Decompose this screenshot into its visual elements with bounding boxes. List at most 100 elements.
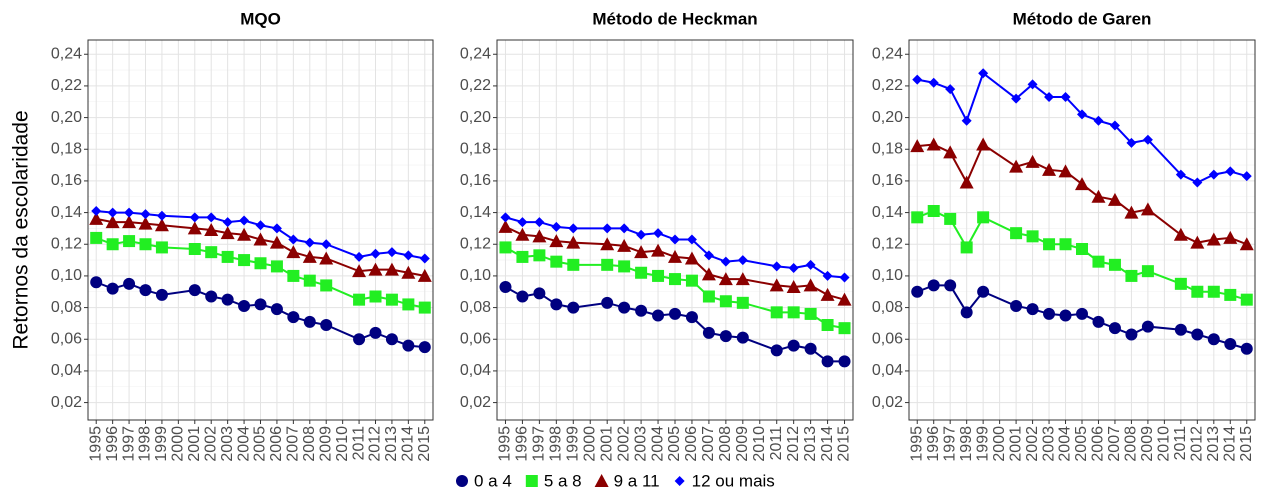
point (288, 234, 299, 245)
point (977, 211, 990, 224)
y-tick-label: 0,06 (460, 330, 491, 347)
point (139, 238, 152, 251)
point (533, 249, 546, 262)
point (1010, 300, 1023, 312)
x-tick-label: 2004 (235, 426, 252, 462)
point (1025, 154, 1040, 168)
point (1043, 238, 1056, 251)
point (418, 301, 431, 314)
y-tick-label: 0,06 (51, 330, 82, 347)
point (821, 355, 834, 368)
x-tick-label: 2009 (1139, 426, 1156, 462)
y-tick-label: 0,18 (51, 140, 82, 157)
x-tick-label: 1999 (565, 426, 582, 462)
x-tick-label: 2000 (991, 426, 1008, 462)
point (1043, 307, 1056, 320)
legend-label: 5 a 8 (544, 471, 582, 490)
point (517, 217, 528, 228)
point (271, 223, 282, 234)
x-tick-label: 1997 (941, 426, 958, 462)
x-tick-label: 2012 (785, 426, 802, 462)
point (220, 226, 235, 240)
x-tick-label: 2012 (367, 426, 384, 462)
point (976, 137, 991, 151)
y-tick-label: 0,08 (872, 299, 903, 316)
point (669, 307, 681, 320)
point (703, 250, 714, 261)
point (549, 234, 564, 248)
point (1240, 342, 1253, 355)
legend: 0 a 4 5 a 8 9 a 11 12 ou mais (456, 471, 775, 490)
point (736, 331, 749, 344)
y-tick-label: 0,20 (460, 109, 491, 126)
x-tick-label: 2015 (1238, 426, 1255, 462)
point (499, 281, 512, 293)
point (321, 239, 332, 250)
point (838, 355, 851, 368)
point (635, 304, 648, 317)
y-tick-label: 0,10 (460, 267, 491, 284)
point (269, 235, 284, 249)
point (90, 276, 103, 289)
point (515, 227, 530, 241)
point (1207, 285, 1220, 298)
point (352, 264, 367, 278)
legend-marker (594, 474, 609, 487)
point (601, 258, 614, 271)
point (944, 212, 957, 225)
point (254, 298, 267, 311)
x-tick-label: 1998 (958, 426, 975, 462)
x-tick-label: 2014 (400, 426, 417, 462)
point (1092, 255, 1105, 268)
point (1077, 109, 1087, 120)
point (551, 221, 562, 232)
y-tick-label: 0,04 (460, 362, 491, 379)
point (1173, 227, 1188, 241)
point (550, 298, 563, 311)
panel-title: Método de Heckman (592, 9, 757, 28)
point (140, 209, 151, 220)
point (205, 246, 218, 259)
x-tick-label: 1995 (908, 426, 925, 462)
x-tick-label: 2010 (751, 426, 768, 462)
x-tick-label: 2010 (334, 426, 351, 462)
y-tick-label: 0,18 (872, 140, 903, 157)
point (822, 270, 833, 281)
point (155, 241, 168, 254)
point (188, 284, 201, 297)
x-tick-label: 2011 (768, 426, 785, 461)
point (1207, 333, 1220, 346)
point (419, 253, 430, 264)
x-tick-label: 2007 (1106, 426, 1123, 462)
point (417, 268, 432, 282)
point (1224, 288, 1237, 301)
point (1208, 169, 1219, 180)
legend-label: 12 ou mais (692, 471, 775, 490)
point (1241, 171, 1252, 182)
point (402, 339, 415, 352)
point (600, 237, 615, 251)
point (303, 274, 316, 287)
point (960, 241, 973, 254)
x-tick-label: 2005 (252, 426, 269, 462)
y-tick-label: 0,24 (460, 45, 491, 62)
point (1107, 192, 1122, 206)
y-tick-label: 0,08 (51, 299, 82, 316)
point (684, 251, 699, 265)
x-tick-label: 2005 (1073, 426, 1090, 462)
y-tick-label: 0,12 (460, 235, 491, 252)
point (685, 311, 698, 324)
y-axis-label: Retornos da escolaridade (10, 110, 33, 349)
point (634, 245, 649, 259)
point (155, 288, 168, 301)
point (617, 238, 632, 252)
x-tick-label: 2010 (1156, 426, 1173, 462)
legend-label: 0 a 4 (474, 471, 512, 490)
point (618, 301, 631, 314)
point (911, 211, 924, 224)
x-tick-label: 2006 (268, 426, 285, 462)
point (123, 235, 136, 248)
y-tick-label: 0,24 (872, 45, 903, 62)
point (978, 68, 989, 79)
point (788, 263, 799, 273)
